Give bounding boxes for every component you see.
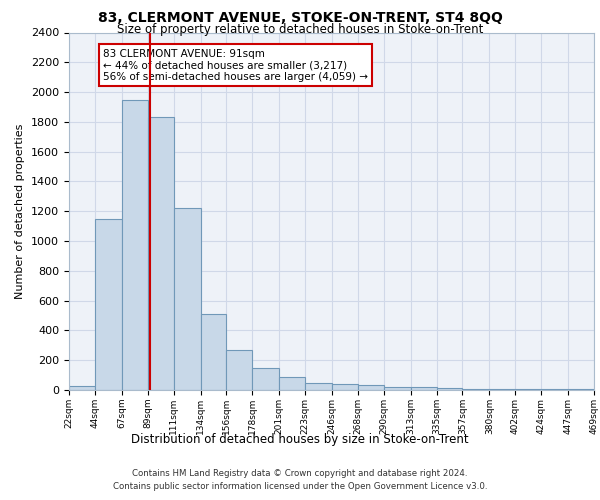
Y-axis label: Number of detached properties: Number of detached properties bbox=[16, 124, 25, 299]
Text: 83 CLERMONT AVENUE: 91sqm
← 44% of detached houses are smaller (3,217)
56% of se: 83 CLERMONT AVENUE: 91sqm ← 44% of detac… bbox=[103, 48, 368, 82]
Bar bbox=[95, 218, 122, 390]
Bar bbox=[437, 388, 463, 390]
Text: 83, CLERMONT AVENUE, STOKE-ON-TRENT, ST4 8QQ: 83, CLERMONT AVENUE, STOKE-ON-TRENT, ST4… bbox=[98, 11, 502, 25]
Bar bbox=[384, 387, 411, 390]
Bar bbox=[69, 386, 95, 390]
Bar bbox=[358, 385, 384, 390]
Text: Distribution of detached houses by size in Stoke-on-Trent: Distribution of detached houses by size … bbox=[131, 432, 469, 446]
Text: Contains HM Land Registry data © Crown copyright and database right 2024.
Contai: Contains HM Land Registry data © Crown c… bbox=[113, 469, 487, 491]
Bar bbox=[305, 384, 332, 390]
Bar bbox=[279, 378, 305, 390]
Bar bbox=[332, 384, 358, 390]
Bar bbox=[252, 368, 279, 390]
Bar bbox=[411, 387, 437, 390]
Bar bbox=[490, 389, 515, 390]
Bar bbox=[122, 100, 148, 390]
Bar bbox=[463, 388, 490, 390]
Bar bbox=[226, 350, 252, 390]
Bar bbox=[148, 118, 173, 390]
Bar bbox=[200, 314, 226, 390]
Text: Size of property relative to detached houses in Stoke-on-Trent: Size of property relative to detached ho… bbox=[117, 22, 483, 36]
Bar bbox=[173, 208, 200, 390]
